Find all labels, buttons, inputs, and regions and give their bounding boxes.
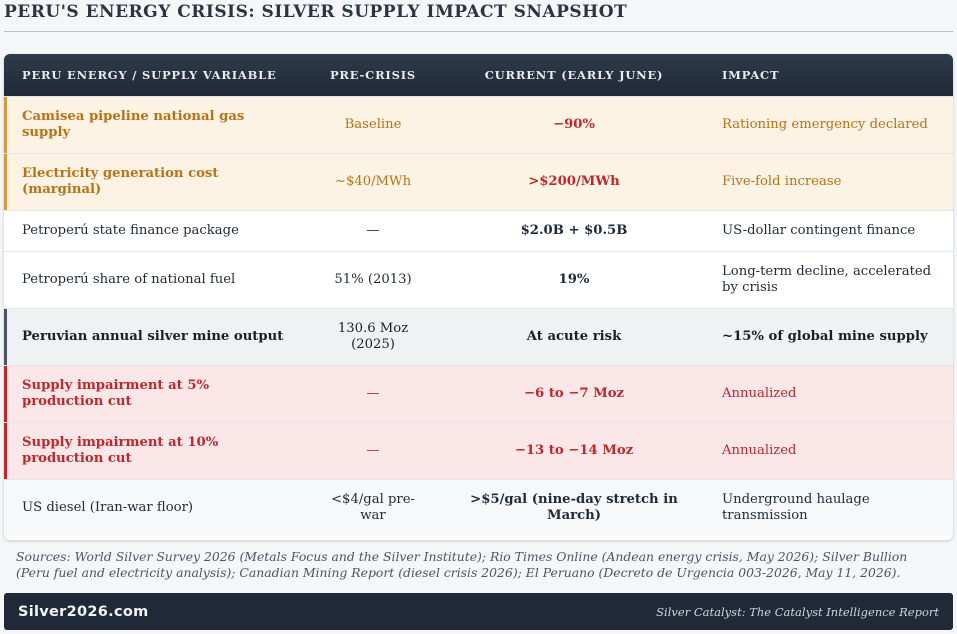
table-row: Camisea pipeline national gas supply Bas…	[4, 95, 953, 153]
footer-tagline: Silver Catalyst: The Catalyst Intelligen…	[656, 604, 939, 619]
current-cell: >$200/MWh	[444, 152, 704, 210]
variable-cell: Camisea pipeline national gas supply	[4, 95, 302, 153]
table-row: Supply impairment at 5% production cut —…	[4, 364, 953, 422]
table-row: Electricity generation cost (marginal) ~…	[4, 152, 953, 210]
current-cell: >$5/gal (nine-day stretch in March)	[444, 478, 704, 536]
column-header-pre-crisis: PRE-CRISIS	[329, 67, 417, 82]
impact-cell: Annualized	[704, 364, 953, 422]
variable-cell: Petroperú share of national fuel	[4, 250, 302, 308]
variable-cell: Supply impairment at 5% production cut	[4, 364, 302, 422]
pre-crisis-cell: —	[302, 421, 444, 479]
page-title: PERU'S ENERGY CRISIS: SILVER SUPPLY IMPA…	[4, 2, 628, 22]
column-header-impact: IMPACT	[722, 67, 780, 82]
impact-cell: Rationing emergency declared	[704, 95, 953, 153]
impact-cell: Five-fold increase	[704, 152, 953, 210]
table-row: Supply impairment at 10% production cut …	[4, 421, 953, 479]
impact-table-card: PERU ENERGY / SUPPLY VARIABLE PRE-CRISIS…	[4, 54, 953, 540]
pre-crisis-cell: <$4/gal pre-war	[302, 478, 444, 536]
current-cell: $2.0B + $0.5B	[444, 209, 704, 251]
current-cell: −90%	[444, 95, 704, 153]
pre-crisis-cell: Baseline	[302, 95, 444, 153]
variable-cell: Peruvian annual silver mine output	[4, 307, 302, 365]
current-cell: −13 to −14 Moz	[444, 421, 704, 479]
pre-crisis-cell: —	[302, 364, 444, 422]
impact-cell: Long-term decline, accelerated by crisis	[704, 250, 953, 308]
impact-cell: US-dollar contingent finance	[704, 209, 953, 251]
impact-table: PERU ENERGY / SUPPLY VARIABLE PRE-CRISIS…	[4, 54, 953, 536]
brand-logo-text: Silver2026.com	[18, 603, 149, 620]
table-row: US diesel (Iran-war floor) <$4/gal pre-w…	[4, 478, 953, 536]
column-header-current: CURRENT (EARLY JUNE)	[484, 67, 664, 82]
pre-crisis-cell: 130.6 Moz (2025)	[302, 307, 444, 365]
sources-note: Sources: World Silver Survey 2026 (Metal…	[16, 549, 908, 580]
impact-cell: Underground haulage transmission	[704, 478, 953, 536]
impact-cell: Annualized	[704, 421, 953, 479]
table-row: Peruvian annual silver mine output 130.6…	[4, 307, 953, 365]
current-cell: 19%	[444, 250, 704, 308]
current-cell: −6 to −7 Moz	[444, 364, 704, 422]
impact-cell: ~15% of global mine supply	[704, 307, 953, 365]
variable-cell: Electricity generation cost (marginal)	[4, 152, 302, 210]
pre-crisis-cell: ~$40/MWh	[302, 152, 444, 210]
column-header-variable: PERU ENERGY / SUPPLY VARIABLE	[22, 67, 277, 82]
table-header-row: PERU ENERGY / SUPPLY VARIABLE PRE-CRISIS…	[4, 54, 953, 96]
title-divider	[4, 31, 953, 32]
current-cell: At acute risk	[444, 307, 704, 365]
footer-bar: Silver2026.com Silver Catalyst: The Cata…	[4, 593, 953, 630]
pre-crisis-cell: 51% (2013)	[302, 250, 444, 308]
variable-cell: Supply impairment at 10% production cut	[4, 421, 302, 479]
table-row: Petroperú state finance package — $2.0B …	[4, 209, 953, 251]
pre-crisis-cell: —	[302, 209, 444, 251]
variable-cell: US diesel (Iran-war floor)	[4, 478, 302, 536]
table-row: Petroperú share of national fuel 51% (20…	[4, 250, 953, 308]
variable-cell: Petroperú state finance package	[4, 209, 302, 251]
